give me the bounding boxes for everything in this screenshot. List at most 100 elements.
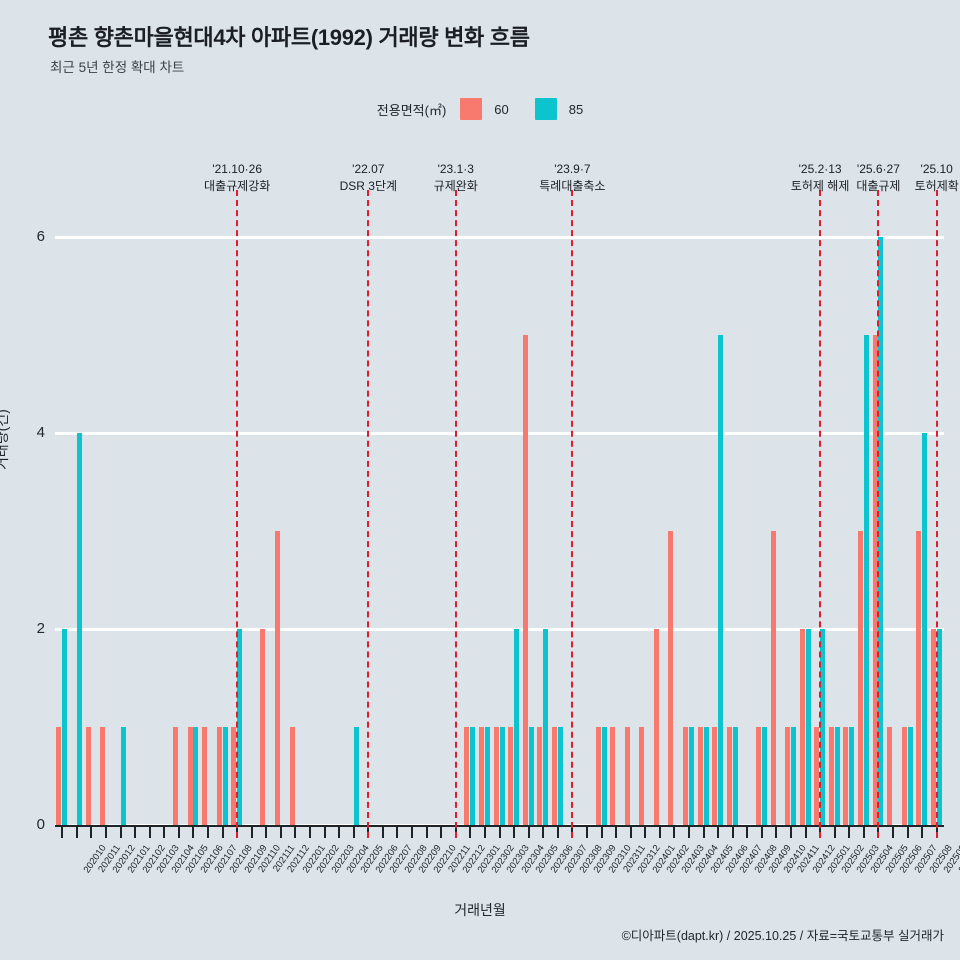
event-line-202309 [571,190,574,838]
bar-60-202404[interactable] [668,531,674,825]
bar-85-202510[interactable] [936,629,942,825]
bar-60-202311[interactable] [595,727,601,825]
bar-85-202011[interactable] [76,433,82,825]
x-tick [207,827,210,838]
x-tick [702,827,705,838]
bar-60-202305[interactable] [508,727,514,825]
bar-60-202106[interactable] [172,727,178,825]
x-tick [585,827,588,838]
x-tick [105,827,107,838]
bar-85-202109[interactable] [222,727,228,825]
bar-60-202108[interactable] [202,727,208,825]
bar-60-202307[interactable] [537,727,543,825]
bar-60-202306[interactable] [522,335,528,825]
legend: 전용면적(㎡) 60 85 [0,98,960,120]
x-tick [906,827,909,838]
bar-60-202509[interactable] [916,531,922,825]
bar-85-202502[interactable] [820,629,826,825]
bar-85-202303[interactable] [484,727,490,825]
bar-60-202110[interactable] [231,727,237,825]
event-date: '22.07 [352,162,385,176]
bar-60-202508[interactable] [901,727,907,825]
bar-85-202501[interactable] [805,629,811,825]
bar-60-202302[interactable] [464,727,470,825]
bar-60-202012[interactable] [85,727,91,825]
bar-85-202107[interactable] [193,727,199,825]
x-tick [600,827,603,838]
event-text: 토허제 해제 [790,179,850,193]
bar-85-202302[interactable] [470,727,476,825]
bar-60-202403[interactable] [653,629,659,825]
bar-60-202506[interactable] [872,335,878,825]
bar-85-202010[interactable] [62,629,68,825]
x-tick [760,827,763,838]
bar-85-202505[interactable] [863,335,869,825]
bar-60-202201[interactable] [275,531,280,825]
legend-label-60: 60 [494,101,509,117]
x-tick [717,827,720,838]
event-text: 규제완화 [433,179,478,193]
bar-60-202411[interactable] [770,531,776,825]
bar-85-202407[interactable] [718,335,724,825]
x-tick [294,827,297,838]
bar-85-202506[interactable] [878,237,884,825]
bar-60-202505[interactable] [857,531,863,825]
event-line-202301 [454,190,457,838]
bar-60-202401[interactable] [624,727,630,825]
legend-title: 전용면적(㎡) [376,102,447,118]
legend-label-85: 85 [568,101,584,117]
bar-85-202412[interactable] [790,727,796,825]
bar-85-202306[interactable] [528,727,534,825]
event-line-202502 [819,190,822,838]
bar-60-202202[interactable] [289,727,295,825]
bar-85-202405[interactable] [688,727,694,825]
bar-60-202410[interactable] [755,727,761,825]
bar-60-202504[interactable] [843,727,849,825]
x-tick [163,827,166,838]
event-line-202510 [935,190,938,838]
bar-60-202510[interactable] [930,629,936,825]
bar-85-202307[interactable] [543,629,549,825]
bar-85-202304[interactable] [499,727,505,825]
bar-60-202406[interactable] [697,727,703,825]
bar-85-202406[interactable] [703,727,709,825]
bar-60-202408[interactable] [726,727,732,825]
bar-60-202303[interactable] [479,727,485,825]
bar-85-202504[interactable] [849,727,855,825]
bar-85-202408[interactable] [732,727,738,825]
bar-60-202304[interactable] [493,727,499,825]
bar-85-202410[interactable] [761,727,767,825]
x-tick [804,827,807,838]
event-line-202110 [236,190,239,838]
bar-60-202112[interactable] [260,629,266,825]
bar-85-202503[interactable] [834,727,840,825]
plot-area [55,208,944,827]
bar-60-202107[interactable] [187,727,193,825]
bar-85-202305[interactable] [514,629,520,825]
bar-60-202507[interactable] [887,727,893,825]
bar-85-202509[interactable] [922,433,928,825]
bar-85-202308[interactable] [557,727,563,825]
bar-60-202101[interactable] [100,727,106,825]
bar-60-202312[interactable] [610,727,616,825]
bar-85-202508[interactable] [907,727,913,825]
x-tick [134,827,137,838]
event-text: 토허제확 [914,179,959,193]
bar-60-202010[interactable] [56,727,62,825]
bar-85-202206[interactable] [353,727,359,825]
x-tick [629,827,632,838]
bar-60-202109[interactable] [216,727,222,825]
bar-85-202311[interactable] [601,727,607,825]
x-tick [862,827,865,838]
bar-60-202412[interactable] [785,727,791,825]
bar-60-202402[interactable] [639,727,645,825]
bar-85-202102[interactable] [120,727,126,825]
event-date: '25.6·27 [856,162,900,176]
bar-60-202503[interactable] [828,727,834,825]
bar-85-202110[interactable] [237,629,243,825]
bar-60-202502[interactable] [814,727,820,825]
bar-60-202501[interactable] [799,629,805,825]
bar-60-202308[interactable] [551,727,557,825]
bar-60-202407[interactable] [712,727,718,825]
bar-60-202405[interactable] [683,727,689,825]
